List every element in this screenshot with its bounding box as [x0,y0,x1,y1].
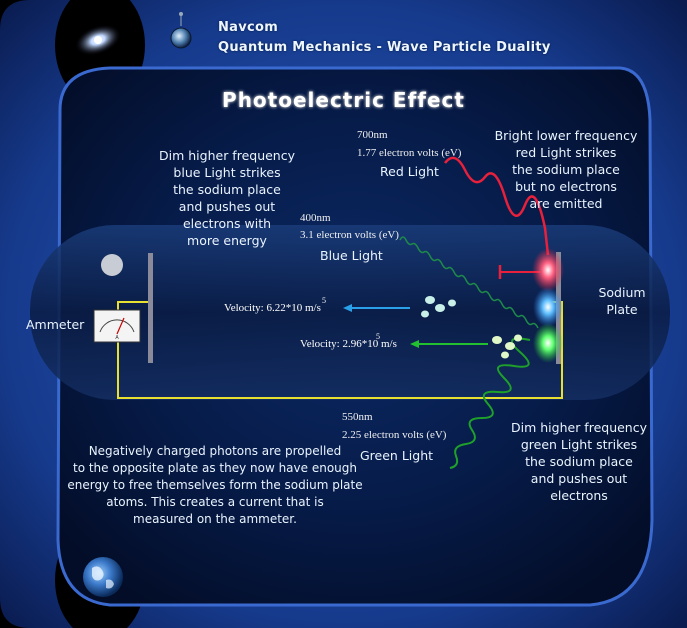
blue-velocity: Velocity: 6.22*10 m/s 5 [224,296,326,314]
red-light-label: Red Light [380,164,439,179]
orb-icon [170,12,192,49]
earth-icon [83,557,123,597]
ammeter-icon[interactable]: A [93,309,141,343]
collector-plate [148,253,153,363]
blue-description: Dim higher frequency blue Light strikes … [159,148,295,248]
red-impact-glow [532,248,564,292]
green-electrons [492,334,522,359]
blue-electrons [421,296,456,318]
sodium-plate-label: Sodium Plate [598,285,646,317]
blue-light-label: Blue Light [320,248,383,263]
ammeter-label: Ammeter [26,317,85,332]
page-title: Photoelectric Effect [222,88,465,112]
green-light-wave [449,337,531,469]
svg-text:A: A [115,335,119,341]
blue-velocity-arrow [343,304,410,312]
green-wavelength: 550nm [342,411,373,423]
green-velocity: Velocity: 2.96*10 m/s 5 [300,332,397,350]
app-subtitle: Quantum Mechanics - Wave Particle Dualit… [218,40,551,55]
green-description: Dim higher frequency green Light strikes… [511,420,647,503]
collector-ball [101,254,123,276]
red-light-wave [444,156,550,256]
green-velocity-arrow [410,340,488,348]
green-energy: 2.25 electron volts (eV) [342,429,447,441]
galaxy-icon [74,24,122,56]
blue-wavelength: 400nm [300,212,331,224]
blue-light-wave [399,236,539,329]
app-brand: Navcom [218,20,279,35]
red-wavelength: 700nm [357,129,388,141]
green-impact-glow [533,323,563,363]
blue-energy: 3.1 electron volts (eV) [300,229,399,241]
explanation-text: Negatively charged photons are propelled… [67,444,363,526]
red-energy: 1.77 electron volts (eV) [357,147,462,159]
red-description: Bright lower frequency red Light strikes… [494,128,638,211]
green-light-label: Green Light [360,448,434,463]
blue-impact-glow [533,287,563,327]
